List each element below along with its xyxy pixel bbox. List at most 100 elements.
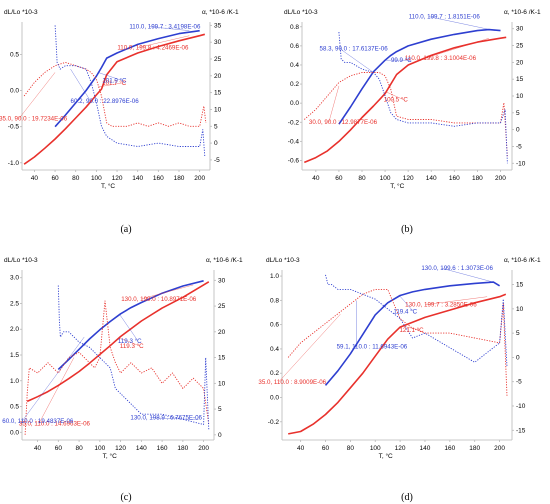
- y-left-tick-label: 0.0: [10, 88, 19, 95]
- y-left-tick-label: 0.4: [290, 62, 299, 69]
- x-tick-label: 200: [198, 445, 209, 452]
- annotation-leader: [18, 72, 56, 119]
- x-tick-label: 100: [380, 175, 391, 182]
- x-tick-label: 40: [297, 445, 305, 452]
- x-tick-label: 180: [472, 175, 483, 182]
- annotation-label: 119.4 °C: [393, 309, 417, 316]
- y-right-tick-label: 5: [214, 123, 218, 130]
- y-left-tick-label: 1.0: [270, 273, 279, 280]
- annotation-label: 60.2, 90.0 : 22.8976E-06: [71, 98, 140, 105]
- annotation-leader: [441, 267, 494, 283]
- annotation-label: 110.0, 199.7 : 3.4198E-06: [129, 24, 201, 31]
- chart-panel: -1.0 -0.5 0.0 0.5 -5 0 5 10 15 20 25 30 35 40 60 80 100 1…: [0, 9, 239, 235]
- x-tick-label: 140: [132, 175, 143, 182]
- y-right-tick-label: 15: [218, 355, 226, 362]
- x-tick-label: 60: [51, 175, 59, 182]
- x-tick-label: 140: [426, 175, 437, 182]
- x-tick-label: 40: [34, 445, 42, 452]
- annotation-leader: [328, 85, 340, 122]
- y-left-tick-label: 0.0: [10, 429, 19, 436]
- y-right-tick-label: -5: [516, 143, 522, 150]
- x-tick-label: 40: [312, 175, 320, 182]
- y-right-tick-label: 30: [214, 39, 222, 46]
- annotation-leader: [339, 48, 374, 73]
- annotation-label: 130.0, 199.7 : 3.2850E-06: [405, 302, 477, 309]
- y-right-tick-label: 5: [218, 406, 222, 413]
- y-right-tick-label: -15: [516, 427, 526, 434]
- series-alpha-blue: [54, 25, 206, 157]
- x-tick-label: 80: [72, 175, 80, 182]
- annotation-label: 110.0, 199.8 : 4.2469E-06: [117, 45, 189, 52]
- annotation-leader: [22, 336, 85, 422]
- y-left-tick-label: 1.5: [10, 352, 19, 359]
- series-line-blue: [338, 28, 501, 125]
- y-left-tick-label: 0.6: [290, 43, 299, 50]
- y-left-tick-label: 3.0: [10, 275, 19, 282]
- x-tick-label: 100: [94, 445, 105, 452]
- annotation-leader: [401, 325, 420, 331]
- x-tick-label: 80: [347, 445, 355, 452]
- annotation-leader: [399, 295, 414, 312]
- y-left-axis-title: dL/Lo *10-3: [266, 257, 300, 264]
- x-tick-label: 160: [444, 445, 455, 452]
- series-line-blue: [54, 29, 200, 128]
- y-right-tick-label: 20: [218, 329, 226, 336]
- y-right-tick-label: 5: [516, 330, 520, 337]
- y-left-tick-label: 0.2: [290, 81, 299, 88]
- annotation-leader: [425, 296, 488, 305]
- annotation-label: 119.3 °C: [120, 343, 144, 350]
- y-left-tick-label: -0.5: [8, 124, 20, 131]
- y-left-tick-label: -0.2: [288, 119, 300, 126]
- y-right-tick-label: 10: [516, 93, 524, 100]
- annotation-leader: [119, 314, 139, 341]
- x-tick-label: 100: [91, 175, 102, 182]
- annotation-leader: [150, 417, 199, 420]
- series-line-red: [303, 36, 507, 164]
- x-tick-label: 160: [157, 445, 168, 452]
- annotation-label: 121.1 °C: [399, 327, 424, 334]
- x-tick-label: 180: [469, 445, 480, 452]
- series-line-red: [288, 293, 507, 435]
- y-left-tick-label: 0.5: [10, 404, 19, 411]
- y-left-tick-label: -1.0: [8, 160, 20, 167]
- annotation-leader: [424, 38, 489, 59]
- y-left-tick-label: -0.6: [288, 157, 300, 164]
- chart-panel: 0.0 0.5 1.0 1.5 2.0 2.5 3.0 0 5 10 15 20 25 30 40 60 80 1…: [2, 257, 243, 503]
- annotation-label: 130.0, 198.9 : 6.7675E-06: [130, 415, 202, 422]
- y-left-tick-label: 2.5: [10, 300, 19, 307]
- y-left-tick-label: 0.8: [270, 297, 279, 304]
- y-right-tick-label: 25: [214, 56, 222, 63]
- annotation-label: 101.7 °C: [102, 80, 127, 87]
- y-right-tick-label: 10: [218, 380, 226, 387]
- y-left-axis-title: dL/Lo *10-3: [4, 9, 38, 16]
- series-alpha-blue: [338, 32, 508, 164]
- x-axis-title: T, °C: [390, 182, 404, 190]
- annotation-leader: [278, 314, 341, 383]
- panel-label: (d): [401, 492, 413, 503]
- annotation-leader: [385, 91, 404, 100]
- annotation-label: 58.3, 90.0 : 17.6137E-06: [320, 45, 389, 52]
- series-alpha-blue: [325, 274, 508, 368]
- y-right-tick-label: -10: [516, 403, 526, 410]
- y-left-axis-title: dL/Lo *10-3: [284, 9, 318, 16]
- series-alpha-red: [304, 72, 508, 157]
- y-left-tick-label: 0.4: [270, 346, 279, 353]
- y-right-axis-title: α, *10-6 /K-1: [504, 257, 541, 264]
- annotation-label: 35.0, 90.0 : 19.7234E-06: [0, 115, 68, 122]
- x-tick-label: 140: [136, 445, 147, 452]
- x-tick-label: 200: [494, 445, 505, 452]
- annotation-label: 119.3 °C: [118, 338, 142, 345]
- y-right-tick-label: 30: [516, 26, 524, 33]
- annotation-leader: [149, 26, 190, 31]
- x-tick-label: 160: [449, 175, 460, 182]
- annotation-label: 130.0, 199.0 : 10.8971E-06: [121, 296, 197, 303]
- y-right-tick-label: 15: [214, 90, 222, 97]
- y-right-tick-label: 10: [214, 106, 222, 113]
- y-right-tick-label: -5: [516, 379, 522, 386]
- annotation-leader: [98, 82, 123, 88]
- y-right-axis-title: α, *10-6 /K-1: [504, 9, 541, 16]
- y-left-tick-label: 0.2: [270, 370, 279, 377]
- y-right-tick-label: 20: [516, 59, 524, 66]
- x-tick-label: 40: [31, 175, 39, 182]
- y-right-tick-label: -5: [214, 157, 220, 164]
